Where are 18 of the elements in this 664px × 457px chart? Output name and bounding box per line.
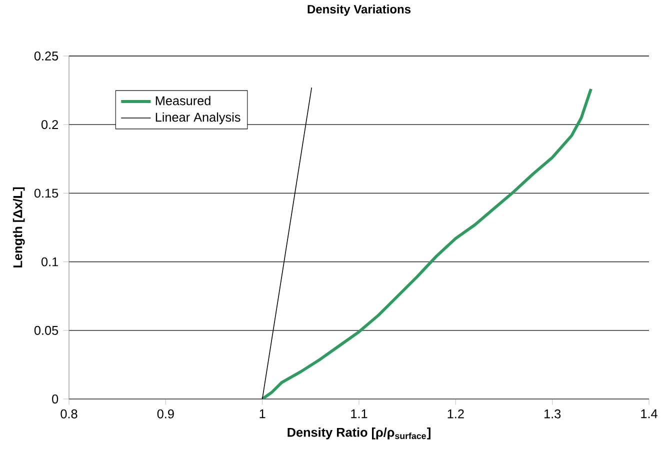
y-tick-label: 0.05: [34, 326, 58, 335]
chart-title: Density Variations: [308, 4, 411, 16]
y-tick-label: 0.15: [34, 188, 58, 198]
x-tick-label: 0.9: [157, 409, 174, 418]
x-tick-label: 1.3: [544, 409, 561, 418]
x-tick-label: 0.8: [60, 409, 78, 418]
legend-label: Measured: [156, 96, 210, 106]
y-tick-label: 0.1: [41, 257, 58, 266]
x-tick-label: 1.1: [351, 409, 368, 418]
y-tick-label: 0: [52, 394, 58, 404]
x-tick-label: 1.2: [448, 409, 464, 418]
x-axis-title: Density Ratio [ρ/ρ$_{surface}$]: [288, 428, 430, 440]
x-tick-label: 1: [260, 409, 266, 418]
legend-label: Linear Analysis: [156, 112, 240, 124]
y-tick-label: 0.2: [41, 120, 58, 130]
x-tick-label: 1.4: [641, 409, 658, 418]
y-axis-title: Length [Δx/L]: [12, 187, 25, 268]
y-tick-label: 0.25: [34, 52, 58, 60]
